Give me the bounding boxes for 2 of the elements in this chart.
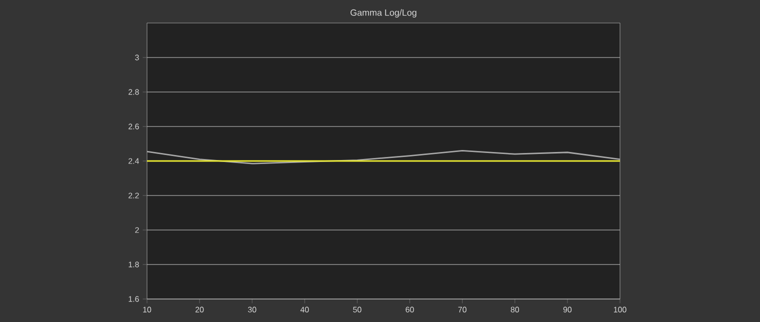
line-series: [147, 150, 620, 164]
chart-title: Gamma Log/Log: [350, 9, 416, 18]
